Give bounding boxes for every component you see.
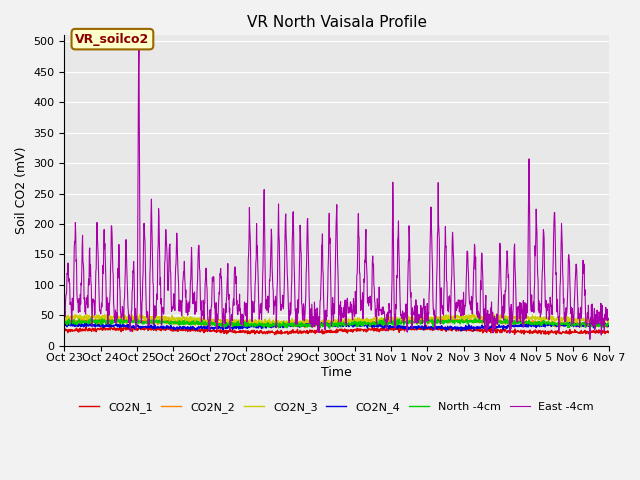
CO2N_4 (541, 322, 548, 328)
East -4cm (605, 316, 612, 322)
CO2N_1 (493, 327, 500, 333)
CO2N_3 (305, 323, 313, 329)
CO2N_2 (605, 321, 612, 326)
Line: North -4cm: North -4cm (65, 318, 609, 328)
CO2N_4 (605, 322, 612, 328)
CO2N_1 (271, 332, 278, 337)
CO2N_3 (422, 314, 429, 320)
CO2N_3 (470, 311, 477, 317)
CO2N_1 (422, 326, 429, 332)
CO2N_4 (422, 325, 429, 331)
North -4cm (541, 319, 548, 325)
CO2N_4 (458, 328, 465, 334)
CO2N_4 (312, 319, 319, 325)
North -4cm (493, 319, 500, 324)
Line: CO2N_4: CO2N_4 (65, 322, 609, 331)
CO2N_3 (493, 314, 500, 320)
CO2N_2 (301, 324, 309, 330)
Line: CO2N_2: CO2N_2 (65, 317, 609, 327)
CO2N_2 (541, 319, 548, 325)
CO2N_4 (61, 324, 68, 330)
East -4cm (135, 44, 143, 50)
CO2N_3 (541, 316, 548, 322)
North -4cm (182, 320, 189, 326)
CO2N_2 (431, 314, 439, 320)
North -4cm (87, 315, 95, 321)
CO2N_4 (168, 325, 176, 331)
X-axis label: Time: Time (321, 366, 352, 379)
Line: CO2N_1: CO2N_1 (65, 325, 609, 335)
CO2N_3 (243, 319, 250, 324)
CO2N_2 (243, 319, 250, 325)
CO2N_2 (168, 320, 176, 325)
Line: CO2N_3: CO2N_3 (65, 314, 609, 326)
East -4cm (422, 303, 429, 309)
CO2N_4 (182, 324, 189, 330)
East -4cm (586, 336, 594, 342)
North -4cm (243, 324, 251, 329)
CO2N_4 (243, 324, 250, 329)
CO2N_1 (541, 330, 548, 336)
Legend: CO2N_1, CO2N_2, CO2N_3, CO2N_4, North -4cm, East -4cm: CO2N_1, CO2N_2, CO2N_3, CO2N_4, North -4… (75, 398, 598, 418)
Y-axis label: Soil CO2 (mV): Soil CO2 (mV) (15, 147, 28, 234)
CO2N_3 (605, 316, 612, 322)
CO2N_2 (422, 319, 429, 325)
CO2N_3 (61, 316, 68, 322)
East -4cm (61, 313, 68, 319)
Title: VR North Vaisala Profile: VR North Vaisala Profile (246, 15, 427, 30)
North -4cm (61, 318, 68, 324)
CO2N_1 (168, 328, 176, 334)
CO2N_1 (605, 329, 612, 335)
East -4cm (541, 268, 548, 274)
CO2N_2 (493, 322, 500, 328)
North -4cm (605, 321, 612, 327)
CO2N_1 (422, 323, 430, 328)
CO2N_1 (182, 328, 189, 334)
East -4cm (169, 306, 177, 312)
East -4cm (243, 319, 251, 325)
CO2N_1 (243, 329, 250, 335)
CO2N_3 (182, 315, 189, 321)
North -4cm (326, 325, 333, 331)
Text: VR_soilco2: VR_soilco2 (76, 33, 150, 46)
CO2N_4 (493, 325, 500, 331)
North -4cm (169, 319, 177, 325)
East -4cm (493, 315, 500, 321)
CO2N_2 (182, 319, 189, 324)
CO2N_1 (61, 328, 68, 334)
Line: East -4cm: East -4cm (65, 47, 609, 339)
East -4cm (182, 287, 189, 293)
CO2N_2 (61, 319, 68, 325)
CO2N_3 (168, 316, 176, 322)
North -4cm (422, 318, 429, 324)
